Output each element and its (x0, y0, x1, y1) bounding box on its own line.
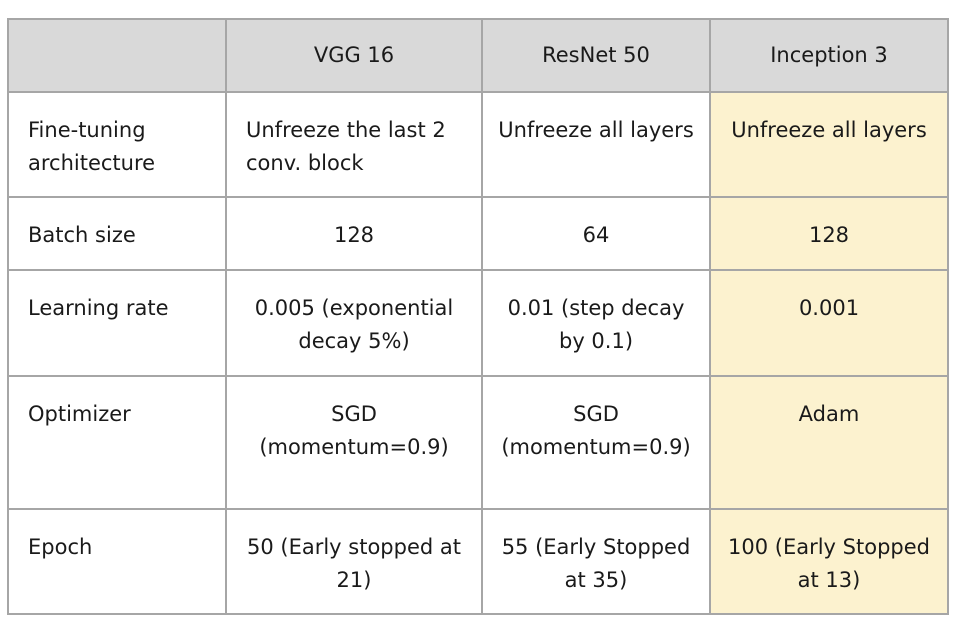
cell-resnet50: 0.01 (step decay by 0.1) (481, 269, 711, 377)
cell-vgg16: Unfreeze the last 2 conv. block (225, 91, 483, 198)
table-row-batch-size: Batch size 128 64 128 (7, 196, 949, 271)
header-inception3: Inception 3 (709, 18, 949, 93)
cell-inception3: 100 (Early Stopped at 13) (709, 508, 949, 615)
cell-resnet50: 64 (481, 196, 711, 271)
cell-vgg16: 50 (Early stopped at 21) (225, 508, 483, 615)
cell-inception3: Unfreeze all layers (709, 91, 949, 198)
row-label: Batch size (7, 196, 227, 271)
table-header: VGG 16 ResNet 50 Inception 3 (7, 18, 949, 93)
row-label: Optimizer (7, 375, 227, 510)
cell-inception3: 0.001 (709, 269, 949, 377)
cell-inception3: Adam (709, 375, 949, 510)
cell-vgg16: 0.005 (exponential decay 5%) (225, 269, 483, 377)
header-row: VGG 16 ResNet 50 Inception 3 (7, 18, 949, 93)
table-row-optimizer: Optimizer SGD (momentum=0.9) SGD (moment… (7, 375, 949, 510)
cell-inception3: 128 (709, 196, 949, 271)
row-label: Learning rate (7, 269, 227, 377)
comparison-table: VGG 16 ResNet 50 Inception 3 Fine-tuning… (7, 18, 949, 615)
cell-resnet50: Unfreeze all layers (481, 91, 711, 198)
header-vgg16: VGG 16 (225, 18, 483, 93)
table-row-learning-rate: Learning rate 0.005 (exponential decay 5… (7, 269, 949, 377)
cell-resnet50: 55 (Early Stopped at 35) (481, 508, 711, 615)
table-body: Fine-tuning architecture Unfreeze the la… (7, 91, 949, 615)
header-corner-cell (7, 18, 227, 93)
row-label: Epoch (7, 508, 227, 615)
header-resnet50: ResNet 50 (481, 18, 711, 93)
row-label: Fine-tuning architecture (7, 91, 227, 198)
table-row-fine-tuning: Fine-tuning architecture Unfreeze the la… (7, 91, 949, 198)
cell-vgg16: 128 (225, 196, 483, 271)
cell-vgg16: SGD (momentum=0.9) (225, 375, 483, 510)
table-row-epoch: Epoch 50 (Early stopped at 21) 55 (Early… (7, 508, 949, 615)
cell-resnet50: SGD (momentum=0.9) (481, 375, 711, 510)
